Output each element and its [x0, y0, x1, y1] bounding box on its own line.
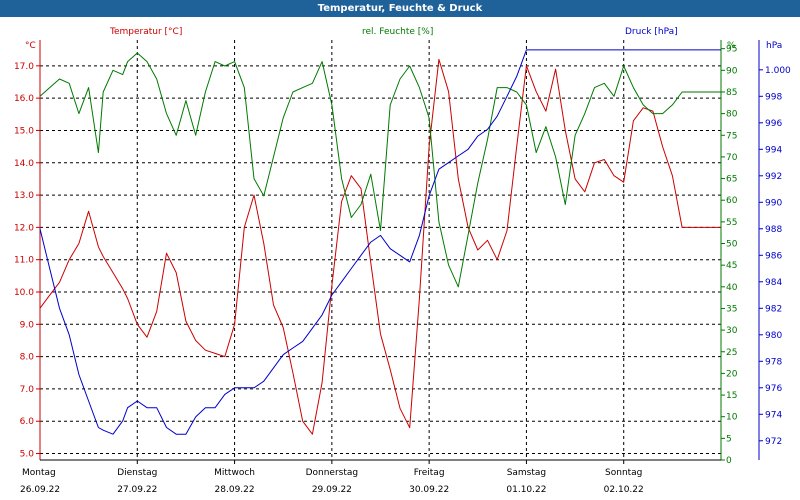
humidity-tick-label: 0: [726, 456, 732, 466]
humidity-tick-label: 55: [726, 218, 737, 228]
temperature-tick-label: 9.0: [20, 320, 35, 330]
x-tick-label-day: Dienstag: [117, 468, 157, 478]
temperature-tick-label: 6.0: [20, 417, 35, 427]
pressure-tick-label: 992: [765, 172, 782, 182]
pressure-tick-label: 976: [765, 384, 782, 394]
x-tick-label-date: 28.09.22: [215, 485, 255, 495]
pressure-tick-label: 978: [765, 357, 782, 367]
humidity-tick-label: 85: [726, 88, 737, 98]
humidity-tick-label: 45: [726, 261, 737, 271]
humidity-tick-label: 60: [726, 196, 738, 206]
x-tick-label-date: 29.09.22: [312, 485, 352, 495]
x-tick-label-day: Mittwoch: [214, 468, 255, 478]
grid-layer: [40, 40, 721, 460]
pressure-tick-label: 974: [765, 410, 782, 420]
temperature-axis-unit: °C: [25, 41, 36, 51]
pressure-axis-unit: hPa: [766, 41, 782, 51]
humidity-tick-label: 70: [726, 153, 738, 163]
humidity-tick-label: 35: [726, 304, 737, 314]
temperature-tick-label: 11.0: [14, 256, 34, 266]
series-temperature-line: [39, 58, 721, 435]
humidity-legend: rel. Feuchte [%]: [362, 27, 433, 37]
temperature-tick-label: 5.0: [20, 450, 35, 460]
humidity-tick-label: 20: [726, 369, 738, 379]
axes-layer: [39, 40, 760, 461]
temperature-tick-label: 15.0: [14, 126, 34, 136]
x-tick-label-day: Freitag: [414, 468, 445, 478]
humidity-tick-label: 15: [726, 391, 737, 401]
pressure-tick-label: 980: [765, 331, 782, 341]
pressure-tick-label: 990: [765, 198, 782, 208]
x-tick-label-day: Sonntag: [605, 468, 642, 478]
pressure-tick-label: 984: [765, 278, 782, 288]
temperature-tick-label: 13.0: [14, 191, 34, 201]
x-tick-label-date: 27.09.22: [117, 485, 157, 495]
temperature-tick-label: 14.0: [14, 159, 34, 169]
pressure-tick-label: 986: [765, 251, 782, 261]
pressure-tick-label: 982: [765, 304, 782, 314]
humidity-tick-label: 40: [726, 283, 738, 293]
pressure-legend: Druck [hPa]: [625, 27, 678, 37]
series-humidity-line: [39, 52, 721, 288]
x-tick-label-day: Montag: [22, 468, 56, 478]
humidity-tick-label: 5: [726, 434, 732, 444]
pressure-tick-label: 998: [765, 92, 782, 102]
temperature-legend: Temperatur [°C]: [109, 27, 182, 37]
temperature-tick-label: 7.0: [20, 385, 35, 395]
pressure-tick-label: 972: [765, 437, 782, 447]
chart-title: Temperatur, Feuchte & Druck: [0, 0, 800, 17]
tick-labels-layer: 5.0 6.0 7.0 8.0 9.0 10.0 11.0 12.0 13.0 14.0 15.0 1…: [14, 45, 791, 495]
pressure-tick-label: 996: [765, 119, 782, 129]
x-tick-label-date: 26.09.22: [20, 485, 60, 495]
humidity-tick-label: 25: [726, 348, 737, 358]
humidity-tick-label: 10: [726, 413, 738, 423]
label-layer: °C Temperatur [°C] rel. Feuchte [%] % Dr…: [25, 27, 782, 51]
temperature-tick-label: 16.0: [14, 94, 34, 104]
x-tick-label-date: 02.10.22: [604, 485, 644, 495]
temperature-tick-label: 8.0: [20, 353, 35, 363]
humidity-tick-label: 90: [726, 66, 738, 76]
temperature-tick-label: 10.0: [14, 288, 34, 298]
humidity-tick-label: 30: [726, 326, 738, 336]
pressure-tick-label: 1.000: [765, 66, 791, 76]
series-pressure-line: [39, 49, 721, 435]
humidity-tick-label: 50: [726, 240, 738, 250]
x-tick-label-date: 30.09.22: [409, 485, 449, 495]
humidity-tick-label: 80: [726, 110, 738, 120]
temperature-tick-label: 12.0: [14, 223, 34, 233]
temperature-tick-label: 17.0: [14, 62, 34, 72]
pressure-tick-label: 988: [765, 225, 782, 235]
x-tick-label-day: Samstag: [507, 468, 546, 478]
humidity-tick-label: 65: [726, 175, 737, 185]
pressure-tick-label: 994: [765, 145, 782, 155]
humidity-tick-label: 75: [726, 131, 737, 141]
series-layer: [39, 49, 721, 435]
humidity-axis-unit: %: [727, 41, 736, 51]
x-tick-label-date: 01.10.22: [506, 485, 546, 495]
x-tick-label-day: Donnerstag: [306, 468, 359, 478]
humidity-tick-label: 95: [726, 45, 737, 55]
